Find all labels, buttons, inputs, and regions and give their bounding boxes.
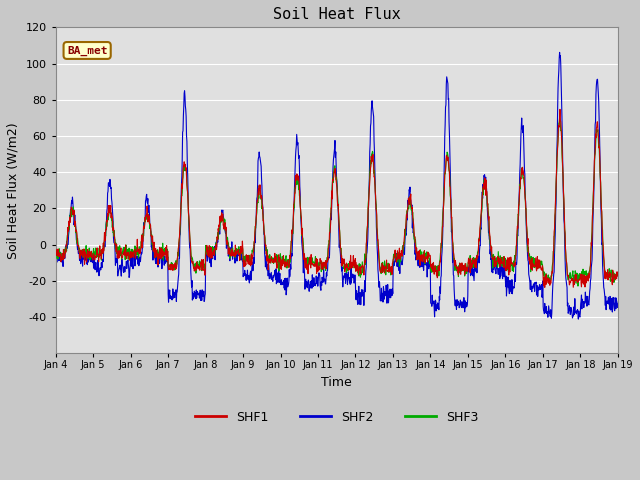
X-axis label: Time: Time — [321, 376, 352, 389]
Title: Soil Heat Flux: Soil Heat Flux — [273, 7, 401, 22]
Y-axis label: Soil Heat Flux (W/m2): Soil Heat Flux (W/m2) — [7, 122, 20, 259]
Legend: SHF1, SHF2, SHF3: SHF1, SHF2, SHF3 — [190, 406, 483, 429]
Text: BA_met: BA_met — [67, 45, 108, 56]
